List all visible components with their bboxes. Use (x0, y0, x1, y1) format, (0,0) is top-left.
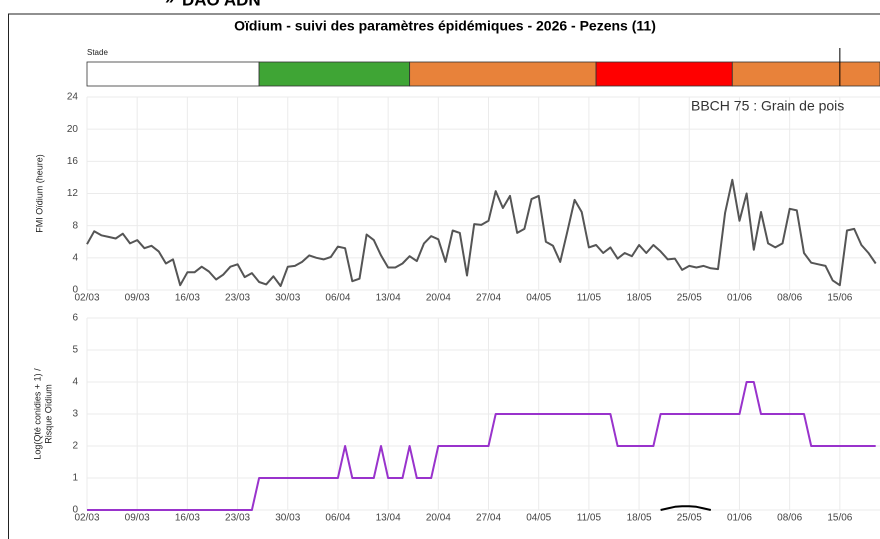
x-tick-label: 02/03 (74, 293, 99, 304)
y-tick-label: 4 (72, 252, 78, 263)
y-tick-label: 6 (72, 313, 78, 324)
x-tick-label: 20/04 (426, 513, 451, 524)
x-tick-label: 13/04 (376, 513, 401, 524)
x-tick-label: 01/06 (727, 293, 752, 304)
x-tick-label: 20/04 (426, 293, 451, 304)
x-tick-label: 30/03 (275, 293, 300, 304)
annotation: BBCH 75 : Grain de pois (691, 98, 844, 114)
y-tick-label: 3 (72, 409, 78, 420)
y-tick-label: 0 (72, 505, 78, 516)
page-title: Oïdium - suivi des paramètres épidémique… (234, 18, 656, 34)
y-tick-label: 12 (67, 188, 79, 199)
y-tick-label: 20 (67, 124, 79, 135)
stage-segment (595, 61, 733, 87)
x-tick-label: 04/05 (526, 513, 551, 524)
y-tick-label: 0 (72, 285, 78, 296)
y-tick-label: 2 (72, 441, 78, 452)
y-axis-title: Risque Oïdium (43, 384, 53, 444)
x-tick-label: 27/04 (476, 513, 501, 524)
top-arrow: » (165, 0, 174, 7)
x-tick-label: 15/06 (827, 513, 852, 524)
x-tick-label: 06/04 (325, 513, 350, 524)
x-tick-label: 09/03 (125, 293, 150, 304)
series-line (86, 178, 877, 287)
stage-segment (409, 61, 597, 87)
y-axis-title: Log(Qté conidies + 1) / (32, 368, 42, 460)
y-tick-label: 5 (72, 345, 78, 356)
x-tick-label: 23/03 (225, 293, 250, 304)
stage-segment (86, 61, 260, 87)
x-tick-label: 27/04 (476, 293, 501, 304)
x-tick-label: 25/05 (677, 293, 702, 304)
x-tick-label: 04/05 (526, 293, 551, 304)
series-line (87, 381, 876, 511)
x-tick-label: 09/03 (125, 513, 150, 524)
x-tick-label: 18/05 (627, 293, 652, 304)
y-axis-title: FMI Oïdium (heure) (34, 154, 44, 233)
x-tick-label: 02/03 (74, 513, 99, 524)
stage-label: Stade (87, 48, 108, 57)
x-tick-label: 08/06 (777, 513, 802, 524)
x-tick-label: 13/04 (376, 293, 401, 304)
page-header: DAO ADN (182, 0, 261, 9)
y-tick-label: 1 (72, 473, 78, 484)
x-tick-label: 30/03 (275, 513, 300, 524)
y-tick-label: 8 (72, 220, 78, 231)
x-tick-label: 11/05 (577, 513, 602, 524)
stage-segment (258, 61, 411, 87)
x-tick-label: 01/06 (727, 513, 752, 524)
x-tick-label: 25/05 (677, 513, 702, 524)
x-tick-label: 16/03 (175, 513, 200, 524)
x-tick-label: 08/06 (777, 293, 802, 304)
stage-segment (731, 61, 880, 87)
x-tick-label: 23/03 (225, 513, 250, 524)
series-line (660, 505, 712, 511)
x-tick-label: 15/06 (827, 293, 852, 304)
x-tick-label: 16/03 (175, 293, 200, 304)
x-tick-label: 06/04 (325, 293, 350, 304)
x-tick-label: 18/05 (627, 513, 652, 524)
y-tick-label: 4 (72, 377, 78, 388)
x-tick-label: 11/05 (577, 293, 602, 304)
y-tick-label: 16 (67, 156, 79, 167)
y-tick-label: 24 (67, 92, 79, 103)
